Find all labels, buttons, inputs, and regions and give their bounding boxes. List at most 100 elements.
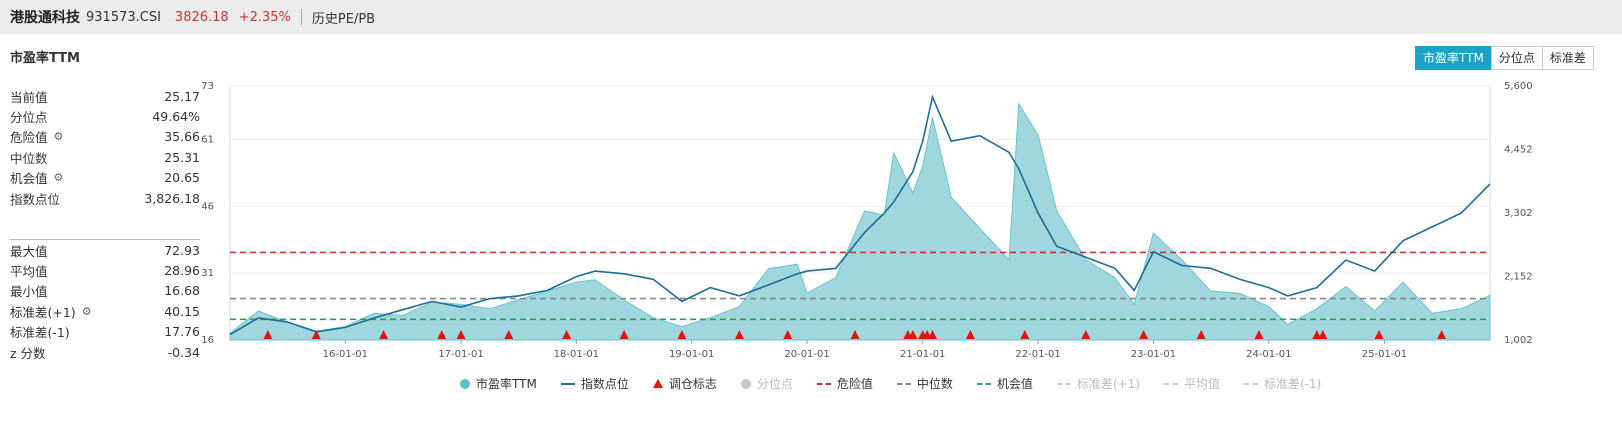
legend: 市盈率TTM 指数点位 调仓标志 分位点 危险值 中位数 机会值 标准差(+1) 平均值 标准差(… [460,375,1321,392]
stat-label-text: 标准差(-1) [10,325,70,341]
legend-label: 机会值 [996,377,1033,391]
legend-item[interactable]: 分位点 [740,375,793,392]
metric-tabs: 市盈率TTM 分位点 标准差 [1415,46,1594,70]
rebalance-marker [1081,330,1091,339]
stat-label: 平均值 [10,261,48,280]
index-name: 港股通科技 [10,10,80,26]
rebalance-marker [850,330,860,339]
legend-item[interactable]: 指数点位 [560,375,629,392]
legend-dash-icon [1243,382,1258,385]
legend-dash-icon [1163,382,1178,385]
legend-item[interactable]: 中位数 [896,375,953,392]
settings-gear-icon[interactable]: ⚙ [53,130,64,144]
legend-dash-icon [816,382,831,385]
y-left-tick-label: 46 [201,201,214,212]
stat-label: 标准差(+1) ⚙ [10,302,92,321]
rebalance-marker [908,330,918,339]
rebalance-marker [263,330,273,339]
settings-gear-icon[interactable]: ⚙ [53,171,64,185]
rebalance-marker [504,330,514,339]
stat-value: 25.31 [164,149,200,165]
rebalance-marker [965,330,975,339]
stat-label: 机会值 ⚙ [10,168,63,187]
stat-value: 28.96 [164,263,200,279]
stat-row: 分位点 49.64% [10,106,200,126]
tab-pe-ttm[interactable]: 市盈率TTM [1415,46,1492,70]
stat-label: 当前值 [10,87,48,106]
y-left-tick-label: 61 [201,134,214,145]
settings-gear-icon[interactable]: ⚙ [81,304,92,318]
legend-item[interactable]: 标准差(-1) [1243,375,1322,392]
rebalance-marker [456,330,466,339]
stat-value: 72.93 [164,242,200,258]
stat-label: 中位数 [10,148,48,167]
stat-label-text: 指数点位 [10,191,61,207]
legend-item[interactable]: 标准差(+1) [1056,375,1140,392]
rebalance-marker [1312,330,1322,339]
stats-divider [10,239,200,240]
y-left-tick-label: 73 [201,81,214,92]
pe-chart: 16 31 46 61 73 1,002 2,152 3,302 4,452 5,600 16-01… [201,81,1533,360]
index-price: 3826.18 [174,9,229,25]
stat-value: 25.17 [164,88,200,104]
stat-label: 最小值 [10,281,48,300]
legend-item[interactable]: 危险值 [816,375,873,392]
legend-dash-icon [896,382,911,385]
stat-label: 标准差(-1) [10,322,70,341]
legend-label: 平均值 [1183,377,1220,391]
stat-label: 危险值 ⚙ [10,127,63,146]
pe-ttm-area [229,102,1491,341]
stat-value: 49.64% [152,109,200,125]
rebalance-marker [1254,330,1264,339]
legend-dash-icon [976,382,991,385]
stat-label: z 分数 [10,343,46,362]
stat-row: 标准差(-1) 17.76 [10,322,200,342]
x-tick-label: 20-01-01 [784,349,829,360]
stat-row: 危险值 ⚙ 35.66 [10,127,200,147]
stat-label-text: 标准差(+1) [10,304,76,320]
legend-dash-icon [1056,382,1071,385]
legend-dot-icon [460,378,470,389]
stat-label-text: z 分数 [10,345,46,361]
tab-std-dev[interactable]: 标准差 [1541,46,1594,70]
x-tick-label: 17-01-01 [438,349,483,360]
legend-label: 分位点 [756,377,793,391]
legend-item[interactable]: 平均值 [1163,375,1220,392]
legend-label: 调仓标志 [668,377,717,391]
history-pe-pb-link[interactable]: 历史PE/PB [311,11,376,27]
y-right-tick-label: 2,152 [1504,271,1533,282]
legend-triangle-icon [652,379,663,388]
stat-label: 指数点位 [10,189,60,208]
stat-label-text: 中位数 [10,150,48,166]
top-bar: 港股通科技 931573.CSI 3826.18 +2.35% 历史PE/PB [0,0,1622,34]
stats-bottom: 最大值 72.93 平均值 28.96 最小值 16.68 标准差(+1) ⚙ 40.15 标准差… [10,240,200,362]
legend-item[interactable]: 机会值 [976,375,1033,392]
legend-item[interactable]: 调仓标志 [652,375,717,392]
stat-label-text: 当前值 [10,89,48,105]
stat-value: 16.68 [164,283,200,299]
y-left-tick-label: 31 [201,268,214,279]
y-right-tick-label: 3,302 [1504,208,1533,219]
legend-label: 指数点位 [580,377,629,391]
y-right-tick-label: 5,600 [1504,81,1533,92]
stat-label-text: 最大值 [10,243,48,259]
stat-value: 20.65 [164,170,200,186]
x-tick-label: 22-01-01 [1015,349,1060,360]
x-tick-label: 23-01-01 [1131,349,1176,360]
legend-label: 中位数 [916,377,953,391]
legend-label: 标准差(+1) [1076,377,1140,391]
legend-item[interactable]: 市盈率TTM [460,375,537,392]
rebalance-marker [1139,330,1149,339]
rebalance-marker [311,330,321,339]
stat-label: 分位点 [10,107,48,126]
legend-label: 标准差(-1) [1263,377,1322,391]
rebalance-marker [1374,330,1384,339]
stat-label-text: 平均值 [10,264,48,280]
x-tick-label: 25-01-01 [1362,349,1407,360]
chart-title: 市盈率TTM [10,51,80,66]
rebalance-marker [677,330,687,339]
index-change: +2.35% [238,9,291,25]
x-tick-label: 19-01-01 [669,349,714,360]
stat-value: 3,826.18 [144,190,200,206]
stat-row: 最大值 72.93 [10,240,200,260]
